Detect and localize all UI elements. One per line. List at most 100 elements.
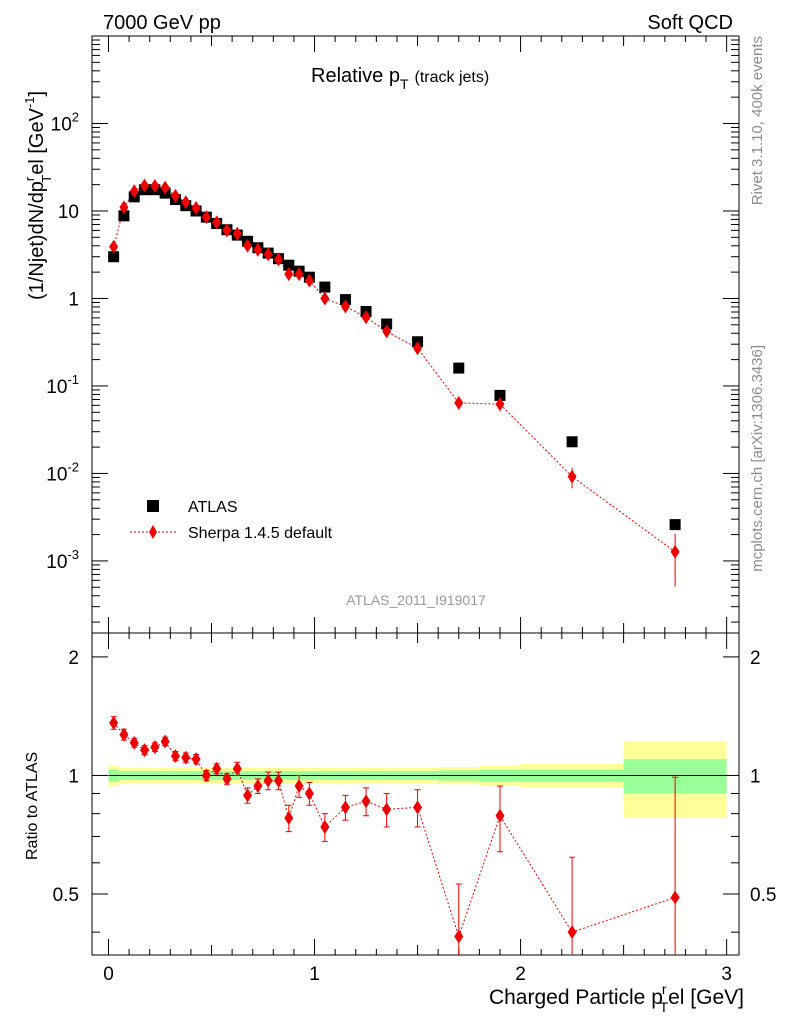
ratio-tick-label-right: 2: [750, 648, 761, 669]
header-right: Soft QCD: [647, 12, 733, 34]
ratio-point: [382, 802, 392, 817]
main-y-tick-labels: 10-3 10-2 10-1 1 10 102: [46, 109, 79, 572]
ratio-tick-label-left: 1: [68, 766, 79, 787]
ratio-panel: 0.5 0.5 1 1 2 2 Ratio to ATLAS: [24, 632, 777, 956]
atlas-point: [283, 259, 295, 271]
main-frame: [91, 35, 740, 634]
legend-atlas-marker: [147, 500, 159, 512]
x-tick-label: 0: [103, 964, 114, 985]
sherpa-point: [160, 180, 170, 195]
atlas-point: [566, 436, 578, 448]
ratio-point: [243, 788, 253, 803]
x-tick-label: 3: [721, 964, 732, 985]
ratio-point: [273, 773, 283, 788]
ratio-point: [129, 735, 139, 750]
atlas-point: [453, 362, 465, 374]
ratio-axis-ticks: [92, 633, 739, 955]
ratio-point: [495, 808, 505, 823]
sherpa-point: [413, 341, 423, 356]
ratio-point: [222, 771, 232, 786]
atlas-point: [381, 318, 393, 330]
sherpa-point: [140, 178, 150, 193]
sherpa-point: [222, 223, 232, 238]
ratio-point: [181, 750, 191, 765]
rivet-label: Rivet 3.1.10, 400k events: [749, 36, 766, 205]
atlas-point: [118, 210, 130, 222]
mcplots-label: mcplots.cern.ch [arXiv:1306.3436]: [749, 345, 766, 572]
ratio-point: [294, 779, 304, 794]
sherpa-point: [382, 324, 392, 339]
atlas-point: [494, 389, 506, 401]
ratio-point: [170, 749, 180, 764]
ratio-point: [201, 768, 211, 783]
ratio-point: [320, 819, 330, 834]
sherpa-point: [109, 239, 119, 254]
ratio-frame: [91, 632, 740, 956]
sherpa-point: [253, 242, 263, 257]
y-tick-label: 10-3: [46, 547, 79, 573]
ratio-point: [413, 800, 423, 815]
sherpa-point: [201, 210, 211, 225]
sherpa-point: [495, 397, 505, 412]
x-tick-label: 1: [309, 964, 320, 985]
ratio-point: [253, 779, 263, 794]
ratio-y-axis-label: Ratio to ATLAS: [24, 752, 41, 860]
x-tick-labels: 0 1 2 3: [103, 964, 732, 985]
ratio-point: [119, 727, 129, 742]
atlas-point: [669, 519, 681, 531]
ratio-tick-label-right: 0.5: [750, 885, 776, 906]
sherpa-point: [273, 252, 283, 267]
ratio-point: [109, 715, 119, 730]
ratio-point: [454, 929, 464, 944]
ratio-series-marks: [109, 715, 680, 944]
sherpa-point: [191, 201, 201, 216]
ratio-point: [361, 794, 371, 809]
legend-sherpa-label: Sherpa 1.4.5 default: [188, 525, 333, 542]
ratio-point: [140, 743, 150, 758]
ratio-point: [567, 925, 577, 940]
main-series-marks: [108, 178, 681, 559]
y-tick-label: 10-2: [46, 459, 79, 485]
legend-sherpa-marker: [149, 525, 157, 539]
sherpa-point: [454, 395, 464, 410]
x-tick-label: 2: [515, 964, 526, 985]
ratio-point: [212, 761, 222, 776]
main-axis-ticks: [92, 35, 739, 633]
sherpa-point: [263, 247, 273, 262]
sherpa-point: [304, 273, 314, 288]
ratio-series-lines: [110, 716, 679, 955]
sherpa-point: [670, 544, 680, 559]
ratio-tick-label-right: 1: [750, 766, 761, 787]
sherpa-point: [181, 195, 191, 210]
ratio-point: [670, 890, 680, 905]
ratio-point: [304, 786, 314, 801]
sherpa-point: [294, 267, 304, 282]
legend: ATLAS Sherpa 1.4.5 default: [130, 499, 333, 542]
ratio-point: [150, 740, 160, 755]
main-panel: 10-3 10-2 10-1 1 10 102 Relative pT (track jet…: [22, 35, 740, 634]
sherpa-point: [150, 178, 160, 193]
sherpa-line: [113, 185, 676, 553]
sherpa-point: [119, 200, 129, 215]
sherpa-point: [361, 310, 371, 325]
ratio-point: [191, 752, 201, 767]
sherpa-point: [232, 226, 242, 241]
ratio-point: [284, 810, 294, 825]
sherpa-point: [212, 215, 222, 230]
ratio-y-tick-labels: 0.5 0.5 1 1 2 2: [53, 648, 777, 906]
chart-title: Relative pT (track jets): [311, 65, 489, 92]
sherpa-point: [129, 184, 139, 199]
analysis-label: ATLAS_2011_I919017: [346, 592, 486, 608]
sherpa-point: [567, 469, 577, 484]
atlas-point: [108, 251, 120, 263]
y-tick-label: 102: [51, 109, 79, 135]
legend-atlas-label: ATLAS: [188, 499, 238, 516]
ratio-tick-label-left: 2: [68, 648, 79, 669]
sherpa-point: [284, 267, 294, 282]
ratio-bands: [108, 741, 727, 818]
header-left: 7000 GeV pp: [103, 12, 221, 34]
sherpa-point: [170, 188, 180, 203]
y-axis-label: (1/Njet)dN/dpr Tel [GeV-1]: [22, 91, 54, 300]
sherpa-point: [243, 238, 253, 253]
